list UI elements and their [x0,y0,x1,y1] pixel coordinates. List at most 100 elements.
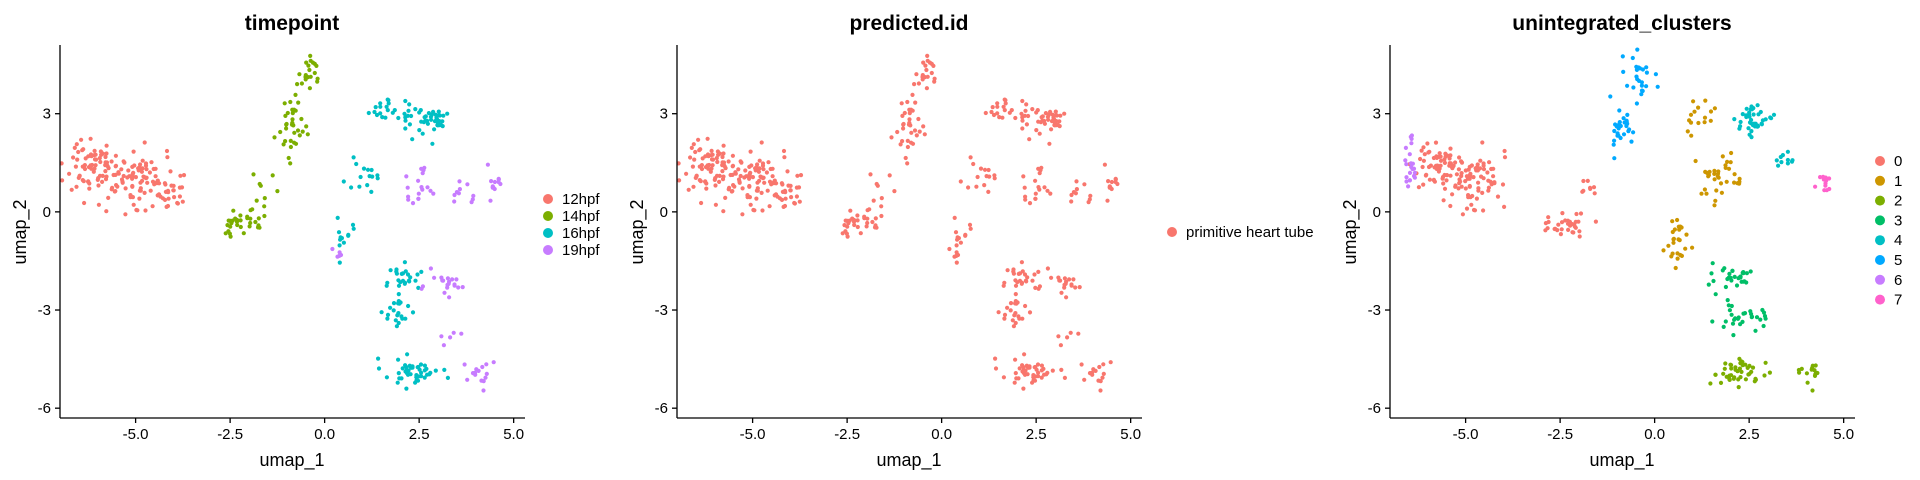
data-point [1451,163,1456,168]
data-point [905,144,911,150]
data-point [413,107,418,112]
data-point [1064,295,1069,300]
data-point [1621,132,1627,137]
legend-swatch [1875,215,1885,226]
data-point [1071,190,1076,195]
data-point [1459,184,1464,189]
data-point [1708,381,1713,386]
legend-swatch [543,194,553,204]
data-point [1037,131,1042,136]
data-point [137,165,142,170]
data-point [1013,357,1018,362]
data-point [924,86,930,91]
data-point [1454,172,1459,177]
data-point [759,175,764,180]
data-point [145,180,150,185]
data-point [314,63,319,68]
data-point [1634,74,1639,79]
data-point [900,113,905,118]
data-point [1069,192,1074,198]
data-point [1767,370,1772,375]
data-point [1630,55,1635,61]
data-point [304,124,309,129]
data-point [954,250,959,255]
data-point [1033,285,1038,290]
y-tick-label: 3 [660,106,668,123]
data-point [303,77,308,82]
data-point [315,76,320,81]
data-point [716,152,721,157]
data-point [97,156,102,161]
data-point [386,98,391,103]
data-point [1481,163,1486,168]
data-point [82,166,88,172]
data-point [177,194,182,199]
data-point [165,155,170,160]
data-point [1020,98,1025,104]
data-point [1003,98,1008,103]
data-point [1036,166,1041,171]
data-point [767,204,772,209]
data-point [1573,225,1578,230]
data-point [1726,303,1731,308]
data-point [1011,271,1017,276]
data-point [396,292,401,297]
data-point [385,312,391,317]
data-point [227,231,232,236]
data-point [1712,177,1717,182]
data-point [925,58,930,63]
data-point [365,183,370,188]
data-point [288,144,293,150]
data-point [705,163,710,168]
data-point [1437,151,1442,156]
data-point [281,142,286,147]
data-point [1813,372,1818,377]
data-point [1735,316,1741,321]
legend: primitive heart tube [1167,224,1314,241]
data-point [457,187,462,192]
panel-timepoint: timepoint -5.0 -2.5 0.0 2.5 5.0 -6 -3 0 3 umap_… [10,12,600,471]
data-point [1753,328,1758,333]
data-point [402,260,407,265]
data-point [1023,368,1028,373]
data-point [422,375,427,380]
data-point [425,121,430,126]
data-point [306,63,311,68]
data-point [1712,106,1717,111]
data-point [93,163,98,168]
data-point [864,224,869,229]
data-point [1617,120,1622,125]
data-point [1721,324,1726,329]
data-point [1689,133,1694,138]
data-point [781,148,787,154]
data-point [1047,141,1052,146]
legend-swatch [543,211,553,221]
data-point [1027,310,1033,315]
data-point [1032,365,1037,370]
data-point [1720,154,1725,159]
data-point [1585,178,1590,183]
data-point [855,224,860,230]
data-point [751,207,756,213]
data-point [1019,111,1024,116]
data-point [714,156,719,161]
data-point [748,149,753,154]
data-point [1024,102,1029,107]
y-tick-label: -3 [655,302,668,319]
data-point [967,222,973,227]
data-point [1755,103,1760,108]
data-point [697,148,702,153]
data-point [745,193,750,198]
data-point [1010,318,1015,323]
data-point [1480,140,1485,145]
data-point [429,117,434,122]
data-point [921,60,926,65]
data-point [1048,109,1053,114]
data-point [88,136,93,141]
data-point [1458,179,1463,184]
data-point [1011,324,1017,329]
data-point [1481,167,1487,172]
data-point [285,110,290,116]
data-point [766,160,771,165]
data-point [465,182,470,187]
